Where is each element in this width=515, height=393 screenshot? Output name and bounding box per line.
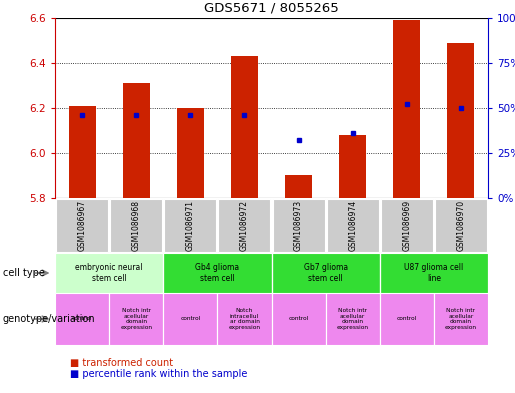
Bar bbox=[110, 199, 162, 252]
Bar bbox=[434, 293, 488, 345]
Bar bbox=[123, 83, 150, 198]
Bar bbox=[231, 56, 258, 198]
Text: GSM1086971: GSM1086971 bbox=[186, 200, 195, 251]
Bar bbox=[327, 199, 379, 252]
Text: U87 glioma cell
line: U87 glioma cell line bbox=[404, 263, 464, 283]
Bar bbox=[381, 199, 433, 252]
Bar bbox=[56, 199, 108, 252]
Text: cell type: cell type bbox=[3, 268, 44, 278]
Text: Notch intr
acellular
domain
expression: Notch intr acellular domain expression bbox=[337, 308, 369, 330]
Bar bbox=[177, 108, 204, 198]
Text: GSM1086969: GSM1086969 bbox=[402, 200, 411, 251]
Text: genotype/variation: genotype/variation bbox=[3, 314, 95, 324]
Bar bbox=[109, 293, 163, 345]
Text: control: control bbox=[288, 316, 308, 321]
Text: control: control bbox=[397, 316, 417, 321]
Bar bbox=[55, 253, 163, 293]
Text: Notch
intracellul
ar domain
expression: Notch intracellul ar domain expression bbox=[229, 308, 261, 330]
Bar bbox=[285, 176, 312, 198]
Text: embryonic neural
stem cell: embryonic neural stem cell bbox=[75, 263, 143, 283]
Text: control: control bbox=[72, 316, 92, 321]
Text: ■ percentile rank within the sample: ■ percentile rank within the sample bbox=[71, 369, 248, 379]
Bar bbox=[393, 20, 420, 198]
Title: GDS5671 / 8055265: GDS5671 / 8055265 bbox=[204, 1, 339, 14]
Bar bbox=[68, 106, 96, 198]
Text: GSM1086974: GSM1086974 bbox=[348, 200, 357, 251]
Text: GSM1086973: GSM1086973 bbox=[294, 200, 303, 251]
Bar bbox=[218, 199, 270, 252]
Bar bbox=[271, 253, 380, 293]
Bar bbox=[55, 293, 109, 345]
Bar bbox=[325, 293, 380, 345]
Bar bbox=[339, 135, 366, 198]
Bar bbox=[163, 293, 217, 345]
Text: Gb4 glioma
stem cell: Gb4 glioma stem cell bbox=[195, 263, 239, 283]
Text: Notch intr
acellular
domain
expression: Notch intr acellular domain expression bbox=[445, 308, 477, 330]
Text: control: control bbox=[180, 316, 200, 321]
Text: GSM1086972: GSM1086972 bbox=[240, 200, 249, 251]
Bar bbox=[435, 199, 487, 252]
Bar bbox=[380, 293, 434, 345]
Text: GSM1086970: GSM1086970 bbox=[456, 200, 466, 251]
Bar bbox=[217, 293, 271, 345]
Text: Gb7 glioma
stem cell: Gb7 glioma stem cell bbox=[303, 263, 348, 283]
Text: Notch intr
acellular
domain
expression: Notch intr acellular domain expression bbox=[120, 308, 152, 330]
Text: ■ transformed count: ■ transformed count bbox=[71, 358, 174, 368]
Bar bbox=[380, 253, 488, 293]
Bar bbox=[164, 199, 216, 252]
Text: GSM1086968: GSM1086968 bbox=[132, 200, 141, 251]
Bar bbox=[448, 43, 474, 198]
Text: GSM1086967: GSM1086967 bbox=[78, 200, 87, 251]
Bar bbox=[163, 253, 271, 293]
Bar bbox=[271, 293, 325, 345]
Bar bbox=[272, 199, 324, 252]
